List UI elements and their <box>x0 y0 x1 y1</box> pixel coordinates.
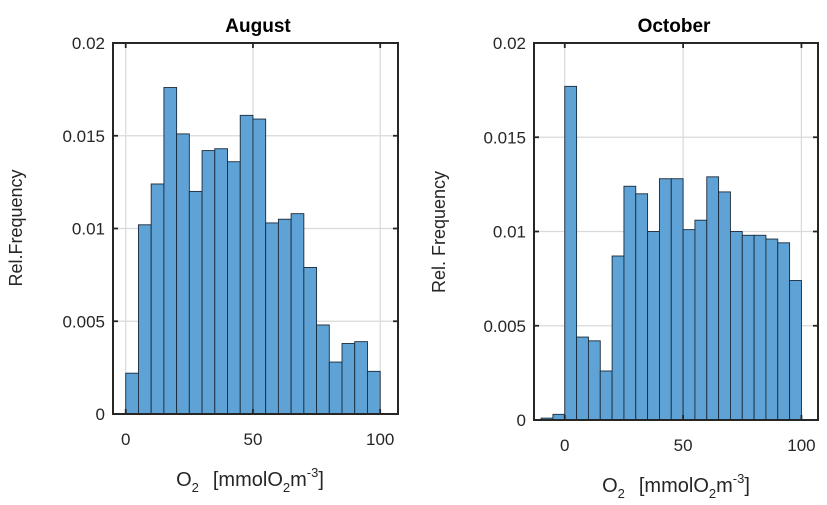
histogram-bar <box>694 219 708 421</box>
histogram-bar <box>635 193 649 421</box>
histogram-bar <box>137 224 152 415</box>
chart-title: August <box>225 16 291 37</box>
y-tick-label: 0.015 <box>483 128 526 147</box>
y-tick-label: 0.02 <box>493 34 526 53</box>
bars <box>125 87 381 415</box>
histogram-bar <box>163 87 178 415</box>
x-axis-label: O2 [mmolO2m-3] <box>602 471 750 501</box>
y-tick-label: 0 <box>96 405 105 424</box>
y-axis-label: Rel.Frequency <box>6 169 26 286</box>
x-tick-label: 0 <box>560 436 569 455</box>
x-tick-label: 100 <box>787 436 815 455</box>
histogram-august: August 0 50 100 0 0.005 0.01 0.015 0.02 Rel.Fre… <box>6 16 399 495</box>
histogram-bar <box>658 178 672 421</box>
x-axis-label: O2 [mmolO2m-3] <box>176 465 324 495</box>
histogram-bar <box>706 176 720 421</box>
x-tick-label: 0 <box>121 430 130 449</box>
histogram-bar <box>265 222 279 415</box>
histogram-bar <box>647 231 660 421</box>
histogram-bar <box>188 190 203 415</box>
histogram-bar <box>277 218 292 415</box>
histogram-bar <box>587 340 601 421</box>
histogram-bar <box>227 161 241 415</box>
y-tick-label: 0.005 <box>62 312 105 331</box>
tick-labels: 0 50 100 0 0.005 0.01 0.015 0.02 <box>62 34 398 449</box>
y-tick-label: 0.005 <box>483 317 526 336</box>
bars <box>540 85 802 421</box>
histogram-bar <box>303 267 318 415</box>
histogram-bar <box>176 133 190 415</box>
x-tick-label: 50 <box>243 430 262 449</box>
y-axis-label: Rel. Frequency <box>429 171 449 293</box>
x-tick-label: 50 <box>674 436 693 455</box>
histogram-bar <box>214 148 228 415</box>
histogram-bar <box>599 370 613 421</box>
y-tick-label: 0 <box>517 411 526 430</box>
histogram-bar <box>341 343 356 415</box>
histogram-bar <box>718 191 731 421</box>
x-tick-label: 100 <box>366 430 394 449</box>
histogram-bar <box>789 280 802 421</box>
histogram-bar <box>611 255 625 421</box>
histogram-bar <box>670 178 684 421</box>
histogram-bar <box>564 85 578 421</box>
histogram-bar <box>125 372 139 415</box>
histogram-bar <box>729 231 743 421</box>
histogram-bar <box>316 324 330 415</box>
histogram-bar <box>367 370 381 415</box>
y-tick-label: 0.015 <box>62 127 105 146</box>
histogram-bar <box>201 150 216 415</box>
tick-labels: 0 50 100 0 0.005 0.01 0.015 0.02 <box>483 34 818 455</box>
histogram-bar <box>682 229 696 421</box>
histogram-october: October 0 50 100 0 0.005 0.01 0.015 0.02 Rel. F… <box>429 16 819 501</box>
histogram-bar <box>290 213 305 415</box>
histogram-bar <box>741 234 755 421</box>
y-tick-label: 0.01 <box>493 223 526 242</box>
histogram-bar <box>576 336 589 421</box>
histogram-bar <box>623 185 637 421</box>
histogram-bar <box>239 114 254 415</box>
histogram-bar <box>252 118 267 415</box>
histogram-bar <box>753 234 767 421</box>
histogram-bar <box>354 341 368 415</box>
chart-title: October <box>638 16 711 37</box>
histogram-bar <box>777 242 791 421</box>
histogram-bar <box>328 361 343 415</box>
histogram-bar <box>150 183 165 415</box>
histogram-bar <box>765 238 779 421</box>
y-tick-label: 0.01 <box>72 220 105 239</box>
y-tick-label: 0.02 <box>72 34 105 53</box>
